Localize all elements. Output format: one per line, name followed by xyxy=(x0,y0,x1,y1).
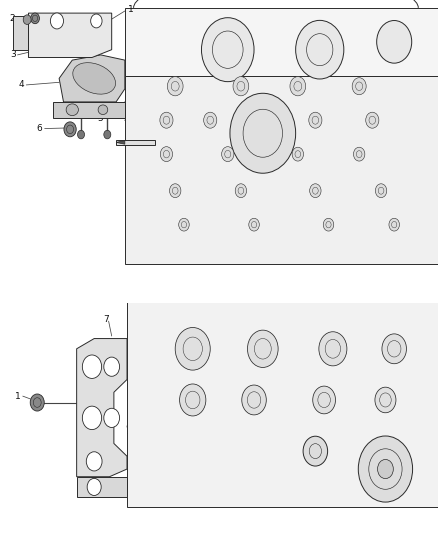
Circle shape xyxy=(91,14,102,28)
Text: 3: 3 xyxy=(10,51,16,59)
Circle shape xyxy=(353,147,365,161)
Circle shape xyxy=(82,406,102,430)
Circle shape xyxy=(247,330,278,367)
Polygon shape xyxy=(13,16,28,50)
Circle shape xyxy=(377,20,412,63)
Text: 1: 1 xyxy=(127,5,134,14)
Circle shape xyxy=(50,13,64,29)
Polygon shape xyxy=(125,76,438,264)
Circle shape xyxy=(375,184,387,198)
Circle shape xyxy=(352,78,366,95)
Polygon shape xyxy=(127,282,438,507)
Circle shape xyxy=(389,219,399,231)
Circle shape xyxy=(375,387,396,413)
Polygon shape xyxy=(77,477,127,497)
Text: 7: 7 xyxy=(103,315,109,324)
Circle shape xyxy=(222,147,234,161)
Circle shape xyxy=(64,122,76,137)
Polygon shape xyxy=(125,8,438,76)
Text: 1: 1 xyxy=(14,392,21,401)
Circle shape xyxy=(104,357,120,376)
Bar xyxy=(0,277,438,303)
Polygon shape xyxy=(59,55,125,102)
Circle shape xyxy=(179,219,189,231)
Circle shape xyxy=(242,385,266,415)
Circle shape xyxy=(175,327,210,370)
Circle shape xyxy=(167,77,183,96)
Circle shape xyxy=(235,184,247,198)
Circle shape xyxy=(249,219,259,231)
Circle shape xyxy=(230,93,296,173)
Circle shape xyxy=(82,355,102,378)
Text: 5: 5 xyxy=(97,115,103,123)
Circle shape xyxy=(303,436,328,466)
Circle shape xyxy=(104,130,111,139)
Circle shape xyxy=(86,452,102,471)
Circle shape xyxy=(233,77,249,96)
Circle shape xyxy=(180,384,206,416)
Circle shape xyxy=(78,130,85,139)
Text: 6: 6 xyxy=(36,124,42,133)
Circle shape xyxy=(201,18,254,82)
Circle shape xyxy=(366,112,379,128)
Circle shape xyxy=(204,112,217,128)
Circle shape xyxy=(170,184,181,198)
Circle shape xyxy=(30,394,44,411)
Polygon shape xyxy=(116,141,125,144)
Circle shape xyxy=(160,147,173,161)
Circle shape xyxy=(104,408,120,427)
Circle shape xyxy=(323,219,334,231)
Circle shape xyxy=(382,334,406,364)
Circle shape xyxy=(23,15,31,25)
Polygon shape xyxy=(77,338,127,477)
Circle shape xyxy=(310,184,321,198)
Circle shape xyxy=(358,436,413,502)
Circle shape xyxy=(160,112,173,128)
Circle shape xyxy=(309,112,322,128)
Polygon shape xyxy=(28,13,112,58)
Circle shape xyxy=(292,147,304,161)
Circle shape xyxy=(378,459,393,479)
Circle shape xyxy=(290,77,306,96)
Ellipse shape xyxy=(73,63,116,94)
Text: 2: 2 xyxy=(10,14,15,23)
Circle shape xyxy=(87,479,101,496)
Circle shape xyxy=(313,386,336,414)
Polygon shape xyxy=(53,102,125,118)
Ellipse shape xyxy=(66,104,78,116)
Ellipse shape xyxy=(98,105,108,115)
Circle shape xyxy=(31,13,39,23)
Circle shape xyxy=(319,332,347,366)
Text: 4: 4 xyxy=(18,80,24,90)
Circle shape xyxy=(296,20,344,79)
Polygon shape xyxy=(116,140,155,145)
